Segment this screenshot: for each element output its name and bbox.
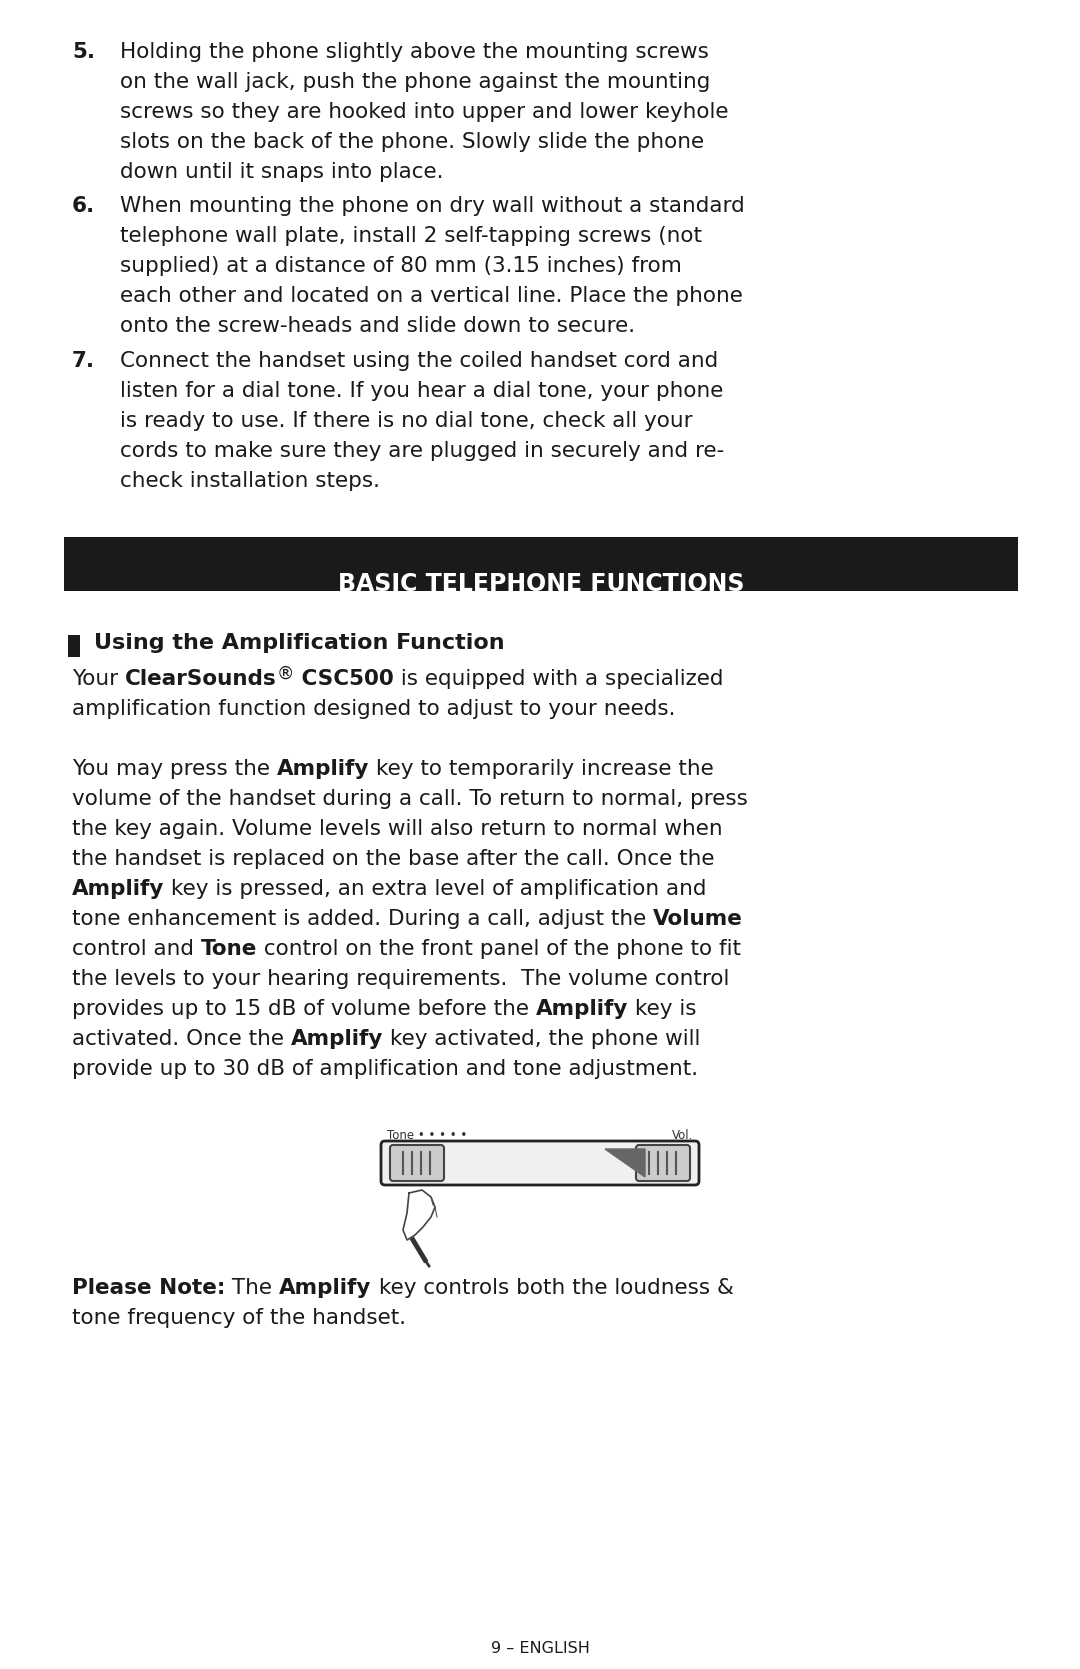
Text: Please Note:: Please Note:: [72, 1278, 226, 1298]
Text: Amplify: Amplify: [280, 1278, 372, 1298]
Text: is ready to use. If there is no dial tone, check all your: is ready to use. If there is no dial ton…: [120, 411, 692, 431]
Bar: [68, 634, 80, 658]
Text: key is: key is: [629, 1000, 697, 1020]
Text: The: The: [226, 1278, 280, 1298]
Text: Volume: Volume: [653, 910, 743, 930]
Text: check installation steps.: check installation steps.: [120, 471, 380, 491]
Text: BASIC TELEPHONE FUNCTIONS: BASIC TELEPHONE FUNCTIONS: [338, 572, 744, 596]
Text: Amplify: Amplify: [291, 1030, 383, 1050]
Text: on the wall jack, push the phone against the mounting: on the wall jack, push the phone against…: [120, 72, 711, 92]
Text: volume of the handset during a call. To return to normal, press: volume of the handset during a call. To …: [72, 789, 747, 809]
Text: the handset is replaced on the base after the call. Once the: the handset is replaced on the base afte…: [72, 850, 715, 870]
FancyBboxPatch shape: [390, 1145, 444, 1182]
Text: provide up to 30 dB of amplification and tone adjustment.: provide up to 30 dB of amplification and…: [72, 1060, 698, 1078]
Text: supplied) at a distance of 80 mm (3.15 inches) from: supplied) at a distance of 80 mm (3.15 i…: [120, 257, 681, 277]
Text: Tone: Tone: [201, 940, 257, 960]
Text: tone frequency of the handset.: tone frequency of the handset.: [72, 1308, 406, 1329]
Text: Connect the handset using the coiled handset cord and: Connect the handset using the coiled han…: [120, 350, 718, 371]
Text: is equipped with a specialized: is equipped with a specialized: [394, 669, 724, 689]
Text: Vol.: Vol.: [672, 1128, 693, 1142]
Text: Using the Amplification Function: Using the Amplification Function: [94, 633, 504, 653]
Text: You may press the: You may press the: [72, 759, 276, 779]
Text: Amplify: Amplify: [72, 880, 164, 900]
Text: control and: control and: [72, 940, 201, 960]
Text: Holding the phone slightly above the mounting screws: Holding the phone slightly above the mou…: [120, 42, 708, 62]
Polygon shape: [605, 1148, 645, 1177]
Text: activated. Once the: activated. Once the: [72, 1030, 291, 1050]
Text: each other and located on a vertical line. Place the phone: each other and located on a vertical lin…: [120, 287, 743, 307]
Text: key controls both the loudness &: key controls both the loudness &: [372, 1278, 733, 1298]
Text: Tone • • • • •: Tone • • • • •: [387, 1128, 468, 1142]
FancyBboxPatch shape: [636, 1145, 690, 1182]
Text: the levels to your hearing requirements.  The volume control: the levels to your hearing requirements.…: [72, 970, 729, 990]
Text: 7.: 7.: [72, 350, 95, 371]
Text: Your: Your: [72, 669, 125, 689]
Bar: [64, 537, 1018, 591]
Text: 5.: 5.: [72, 42, 95, 62]
Text: key is pressed, an extra level of amplification and: key is pressed, an extra level of amplif…: [164, 880, 707, 900]
Text: amplification function designed to adjust to your needs.: amplification function designed to adjus…: [72, 699, 675, 719]
Text: Amplify: Amplify: [276, 759, 369, 779]
Text: provides up to 15 dB of volume before the: provides up to 15 dB of volume before th…: [72, 1000, 536, 1020]
Text: listen for a dial tone. If you hear a dial tone, your phone: listen for a dial tone. If you hear a di…: [120, 381, 724, 401]
Text: key to temporarily increase the: key to temporarily increase the: [369, 759, 714, 779]
Text: 6.: 6.: [72, 197, 95, 217]
Text: control on the front panel of the phone to fit: control on the front panel of the phone …: [257, 940, 741, 960]
Text: key activated, the phone will: key activated, the phone will: [383, 1030, 701, 1050]
Text: When mounting the phone on dry wall without a standard: When mounting the phone on dry wall with…: [120, 197, 745, 217]
Text: tone enhancement is added. During a call, adjust the: tone enhancement is added. During a call…: [72, 910, 653, 930]
Text: screws so they are hooked into upper and lower keyhole: screws so they are hooked into upper and…: [120, 102, 729, 122]
Text: cords to make sure they are plugged in securely and re-: cords to make sure they are plugged in s…: [120, 441, 725, 461]
Text: ClearSounds: ClearSounds: [125, 669, 276, 689]
FancyBboxPatch shape: [381, 1142, 699, 1185]
Text: telephone wall plate, install 2 self-tapping screws (not: telephone wall plate, install 2 self-tap…: [120, 227, 702, 247]
Text: slots on the back of the phone. Slowly slide the phone: slots on the back of the phone. Slowly s…: [120, 132, 704, 152]
Text: 9 – ENGLISH: 9 – ENGLISH: [490, 1641, 590, 1656]
Text: onto the screw-heads and slide down to secure.: onto the screw-heads and slide down to s…: [120, 317, 635, 337]
Text: the key again. Volume levels will also return to normal when: the key again. Volume levels will also r…: [72, 819, 723, 840]
Text: CSC500: CSC500: [294, 669, 394, 689]
Text: ®: ®: [276, 664, 294, 683]
Text: down until it snaps into place.: down until it snaps into place.: [120, 162, 444, 182]
Text: Amplify: Amplify: [536, 1000, 629, 1020]
